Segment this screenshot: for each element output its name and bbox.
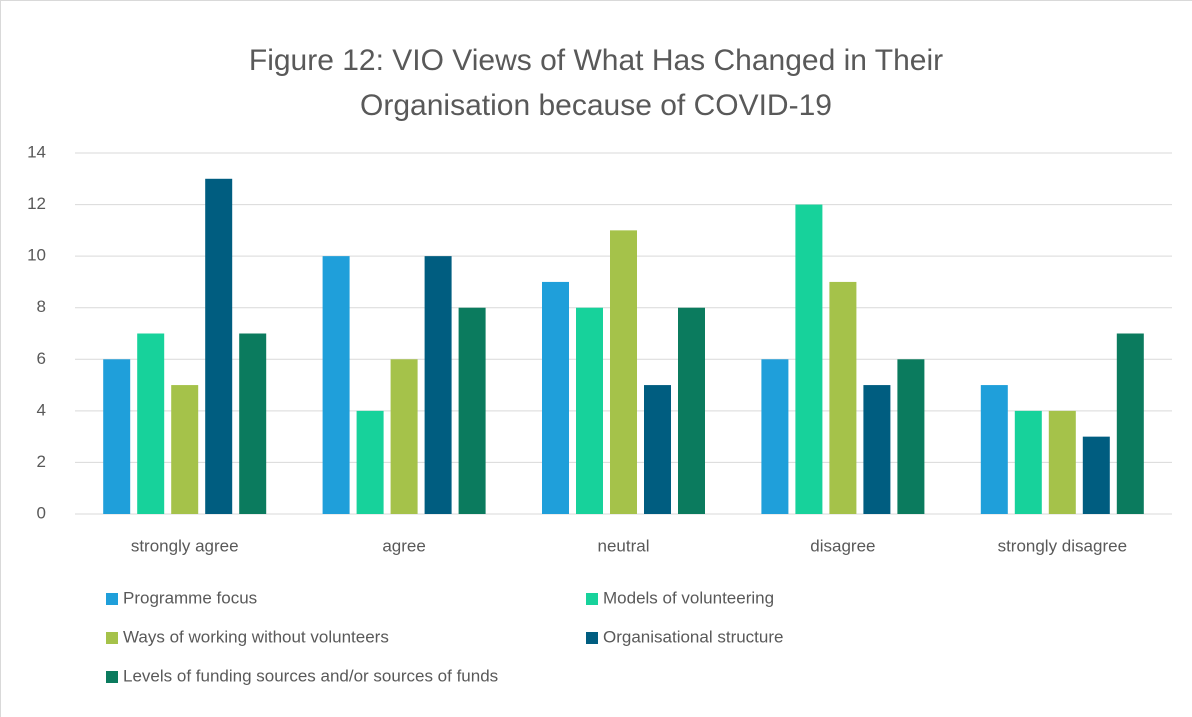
bar (171, 385, 199, 514)
bar (980, 385, 1008, 514)
bar (458, 307, 486, 514)
legend-label: Models of volunteering (603, 588, 774, 607)
bar (542, 281, 569, 514)
y-tick-label: 4 (37, 400, 46, 419)
bar (103, 359, 131, 514)
legend-label: Programme focus (123, 588, 257, 607)
bar (644, 385, 671, 514)
x-tick-label: strongly disagree (998, 536, 1127, 555)
y-tick-label: 2 (37, 452, 46, 471)
legend-label: Organisational structure (603, 627, 783, 646)
y-tick-label: 6 (37, 349, 46, 368)
y-tick-label: 8 (37, 297, 46, 316)
bar (795, 204, 823, 515)
bar (424, 256, 452, 514)
bar (829, 281, 857, 514)
legend-label: Ways of working without volunteers (123, 627, 389, 646)
legend-swatch (106, 671, 118, 683)
bar (678, 307, 705, 514)
x-tick-label: disagree (810, 536, 875, 555)
y-tick-label: 0 (37, 503, 46, 522)
bar (1116, 333, 1144, 514)
bar (322, 256, 350, 514)
legend-label: Levels of funding sources and/or sources… (123, 666, 498, 685)
x-tick-label: agree (382, 536, 425, 555)
legend-swatch (586, 632, 598, 644)
legend-swatch (586, 593, 598, 605)
bar (390, 359, 418, 514)
bar (205, 178, 233, 515)
x-tick-label: neutral (598, 536, 650, 555)
bar (1048, 410, 1076, 514)
legend-swatch (106, 632, 118, 644)
bar (1082, 436, 1110, 514)
bar (610, 230, 637, 514)
bar (137, 333, 165, 514)
y-tick-label: 10 (27, 246, 46, 265)
bar (576, 307, 603, 514)
bar (239, 333, 267, 514)
x-tick-label: strongly agree (131, 536, 239, 555)
bar (1014, 410, 1042, 514)
bar (863, 385, 891, 514)
bar (761, 359, 789, 514)
chart-title: Figure 12: VIO Views of What Has Changed… (248, 44, 944, 122)
y-tick-label: 12 (27, 194, 46, 213)
bar (897, 359, 925, 514)
y-tick-label: 14 (27, 142, 46, 161)
bar (356, 410, 384, 514)
legend-swatch (106, 593, 118, 605)
